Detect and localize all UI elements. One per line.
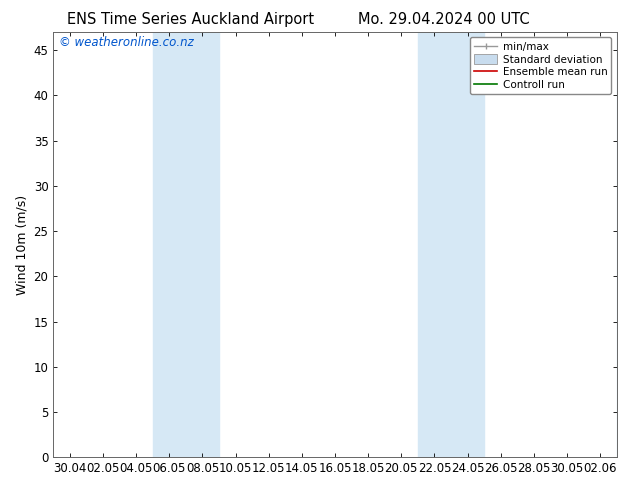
Text: ENS Time Series Auckland Airport: ENS Time Series Auckland Airport [67, 12, 314, 27]
Text: © weatheronline.co.nz: © weatheronline.co.nz [59, 36, 193, 49]
Text: Mo. 29.04.2024 00 UTC: Mo. 29.04.2024 00 UTC [358, 12, 529, 27]
Bar [153, 32, 219, 457]
Bar [418, 32, 484, 457]
Bar [617, 32, 634, 457]
Y-axis label: Wind 10m (m/s): Wind 10m (m/s) [15, 195, 28, 294]
Legend: min/max, Standard deviation, Ensemble mean run, Controll run: min/max, Standard deviation, Ensemble me… [470, 37, 612, 95]
